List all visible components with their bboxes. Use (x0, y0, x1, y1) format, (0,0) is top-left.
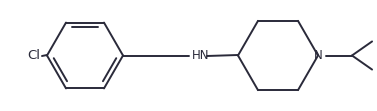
Text: Cl: Cl (27, 49, 40, 62)
Text: HN: HN (192, 49, 210, 62)
Text: N: N (314, 49, 322, 62)
